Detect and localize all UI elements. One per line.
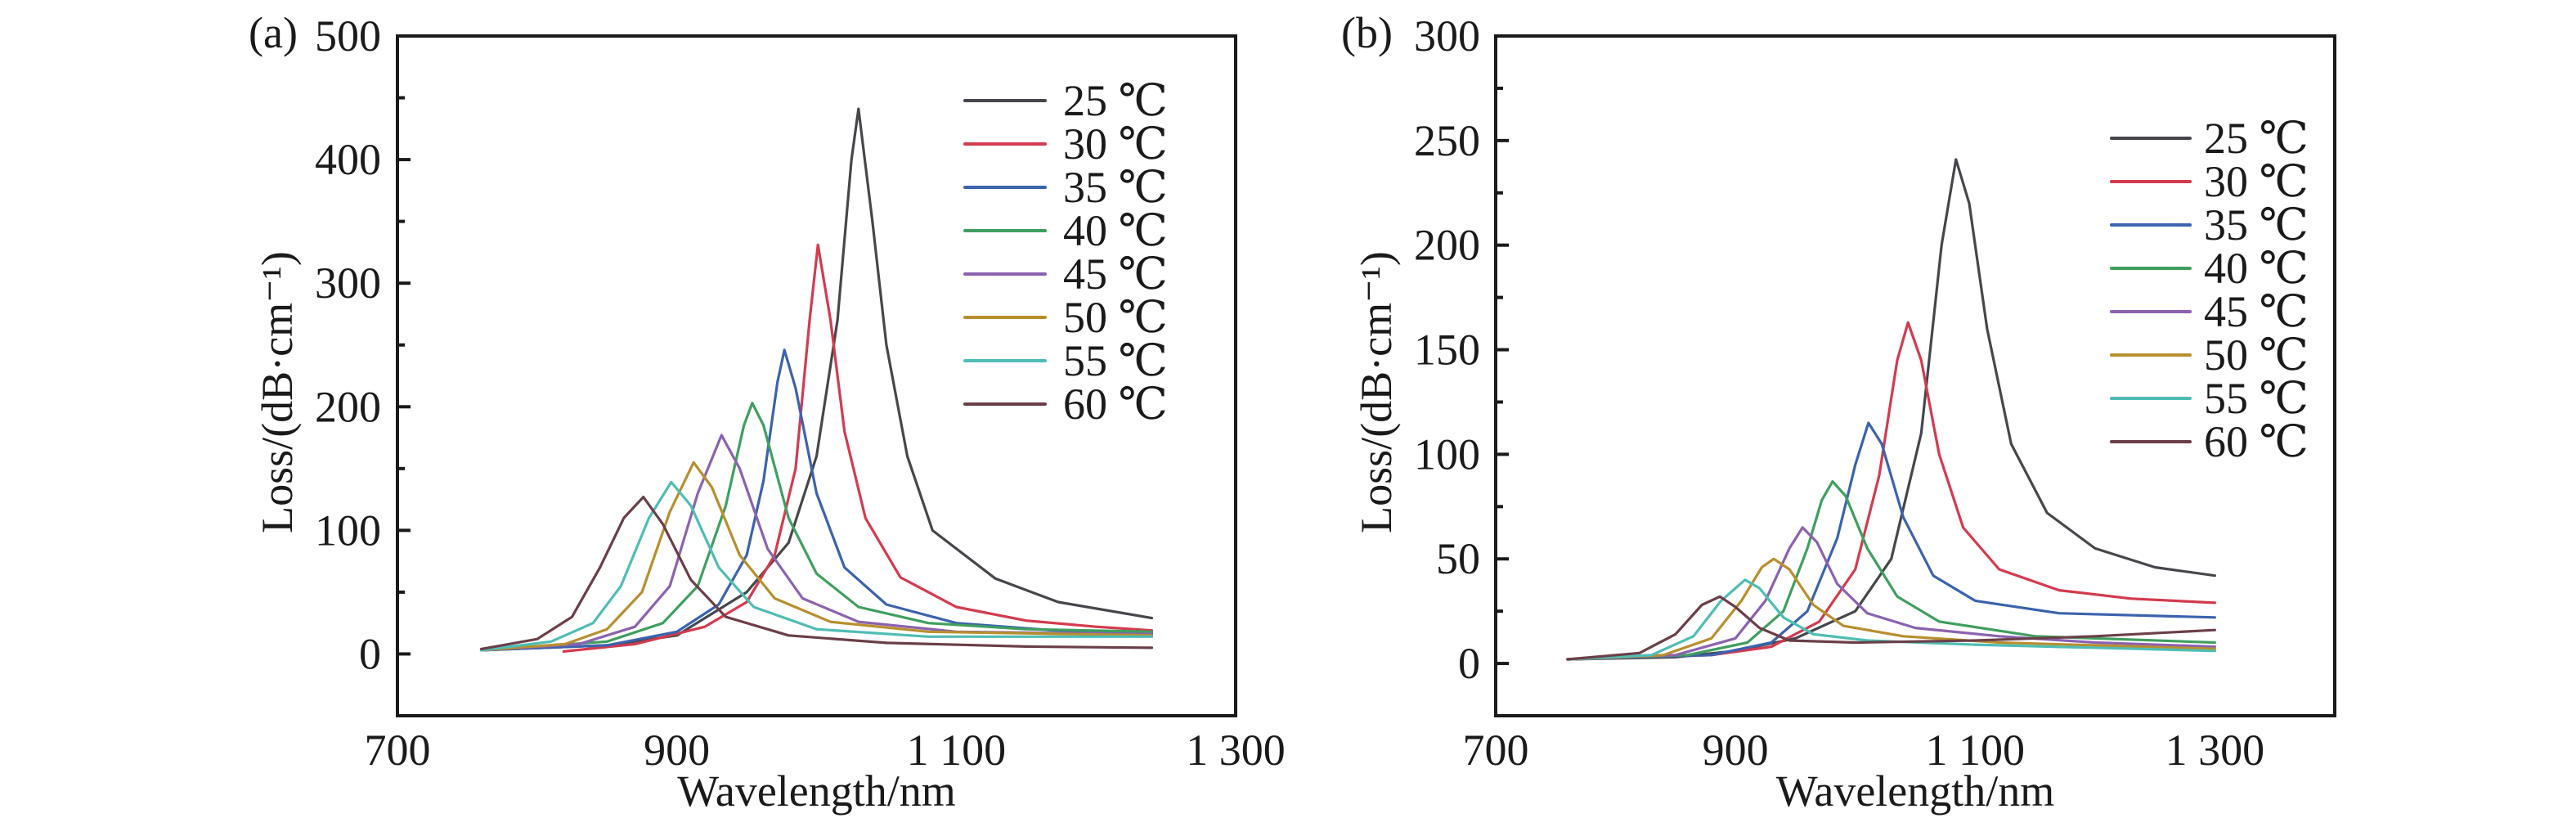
legend-label: 35 ℃: [2204, 200, 2309, 249]
y-tick-label: 200: [315, 382, 381, 431]
legend-label: 40 ℃: [1063, 206, 1168, 255]
legend-label: 60 ℃: [2204, 417, 2309, 466]
x-tick-label: 900: [1703, 726, 1769, 775]
series-line-45c: [479, 434, 1154, 652]
series-line-50c: [479, 461, 1154, 652]
chart-panel-b: 700 900 1 100 1 300 0 50 100 150 200 250 300 Wavele…: [1341, 8, 2336, 816]
series-line-25c: [479, 107, 1154, 652]
y-tick-label: 300: [315, 258, 381, 308]
legend-label: 30 ℃: [2204, 157, 2309, 206]
legend-label: 45 ℃: [1063, 249, 1168, 299]
x-tick-label: 900: [644, 726, 710, 775]
series-line-40c: [479, 402, 1154, 652]
y-tick-label: 250: [1414, 116, 1480, 165]
legend: 25 ℃30 ℃35 ℃40 ℃45 ℃50 ℃55 ℃60 ℃: [2110, 114, 2309, 466]
series-line-25c: [1566, 158, 2216, 661]
legend-label: 25 ℃: [1063, 76, 1168, 125]
legend-label: 35 ℃: [1063, 163, 1168, 212]
legend: 25 ℃30 ℃35 ℃40 ℃45 ℃50 ℃55 ℃60 ℃: [963, 76, 1168, 429]
x-tick-label: 1 100: [1926, 726, 2026, 775]
legend-label: 50 ℃: [2204, 330, 2309, 380]
series-line-60c: [479, 496, 1154, 650]
y-tick-label: 0: [1458, 639, 1480, 688]
y-tick-label: 200: [1414, 221, 1480, 270]
y-tick-label: 500: [315, 11, 381, 61]
legend-label: 40 ℃: [2204, 244, 2309, 293]
legend-label: 60 ℃: [1063, 380, 1168, 429]
series-line-35c: [1566, 421, 2216, 661]
x-tick-label: 700: [1463, 726, 1529, 775]
legend-label: 45 ℃: [2204, 287, 2309, 336]
panel-label: (b): [1341, 8, 1393, 57]
x-tick-label: 700: [365, 726, 431, 775]
chart-panel-a: 700 900 1 100 1 300 0 100 200 300 400 500 Waveleng…: [249, 8, 1286, 816]
series-line-30c: [1566, 321, 2216, 661]
y-tick-label: 100: [1414, 429, 1480, 479]
x-tick-label: 1 300: [2165, 726, 2265, 775]
legend-label: 55 ℃: [2204, 374, 2309, 423]
series-line-45c: [1566, 526, 2216, 661]
series-line-35c: [479, 348, 1154, 652]
panel-label: (a): [249, 8, 298, 57]
y-tick-label: 50: [1436, 534, 1480, 583]
series-line-60c: [1566, 595, 2216, 661]
plot-frame: [396, 34, 1237, 717]
x-tick-label: 1 100: [907, 726, 1007, 775]
legend-label: 25 ℃: [2204, 114, 2309, 163]
legend-label: 55 ℃: [1063, 336, 1168, 385]
series-line-50c: [1566, 557, 2216, 661]
plot-frame: [1494, 34, 2336, 717]
y-tick-label: 100: [315, 506, 381, 555]
y-axis-title: Loss/(dB·cm⁻¹): [253, 251, 302, 533]
x-axis-title: Wavelength/nm: [1776, 766, 2055, 816]
legend-label: 30 ℃: [1063, 119, 1168, 169]
series-line-30c: [562, 243, 1154, 653]
x-axis-title: Wavelength/nm: [677, 766, 956, 816]
y-axis-title: Loss/(dB·cm⁻¹): [1352, 251, 1401, 533]
y-tick-label: 0: [359, 629, 381, 678]
legend-label: 50 ℃: [1063, 293, 1168, 342]
series-line-55c: [479, 480, 1154, 652]
y-tick-label: 300: [1414, 11, 1480, 61]
x-tick-label: 1 300: [1186, 726, 1286, 775]
y-tick-label: 150: [1414, 326, 1480, 375]
series-line-40c: [1566, 480, 2216, 661]
y-tick-label: 400: [315, 135, 381, 184]
